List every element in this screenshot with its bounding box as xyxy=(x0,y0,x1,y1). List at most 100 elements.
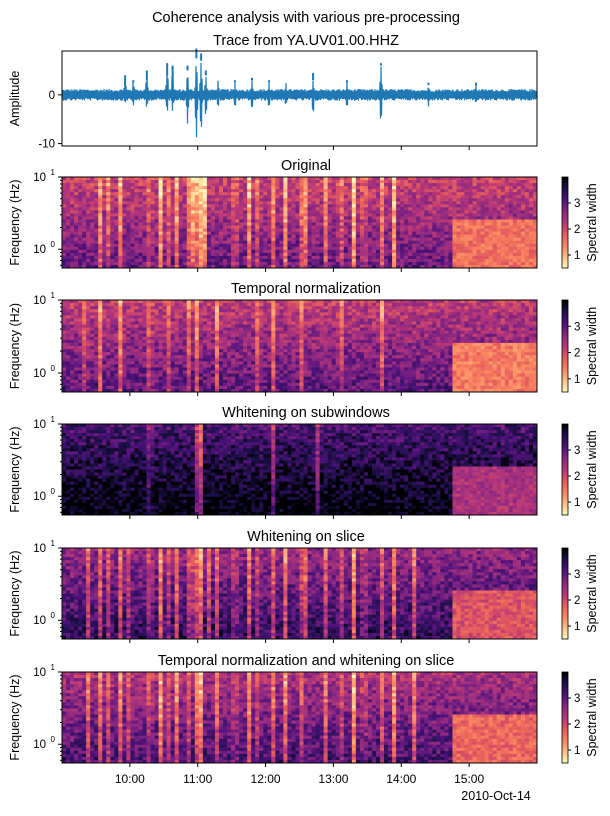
spectrogram-cell xyxy=(380,198,384,201)
spectrogram-cell xyxy=(372,210,376,213)
spectrogram-cell xyxy=(98,250,102,253)
spectrogram-cell xyxy=(211,328,215,331)
spectrogram-cell xyxy=(328,213,332,216)
spectrogram-cell xyxy=(66,355,70,358)
spectrogram-cell xyxy=(521,207,525,210)
spectrogram-cell xyxy=(215,367,219,370)
spectrogram-cell xyxy=(308,256,312,259)
spectrogram-cell xyxy=(191,383,195,386)
spectrogram-cell xyxy=(517,177,521,180)
spectrogram-cell xyxy=(308,250,312,253)
spectrogram-cell xyxy=(110,186,114,189)
spectrogram-cell xyxy=(138,312,142,315)
spectrogram-cell xyxy=(428,180,432,183)
spectrogram-cell xyxy=(134,183,138,186)
spectrogram-cell xyxy=(332,213,336,216)
spectrogram-cell xyxy=(521,253,525,256)
spectrogram-cell xyxy=(279,253,283,256)
spectrogram-cell xyxy=(308,195,312,198)
spectrogram-cell xyxy=(452,232,456,235)
spectrogram-cell xyxy=(175,207,179,210)
spectrogram-cell xyxy=(151,204,155,207)
spectrogram-cell xyxy=(134,250,138,253)
spectrogram-cell xyxy=(364,223,368,226)
spectrogram-cell xyxy=(408,198,412,201)
spectrogram-cell xyxy=(191,315,195,318)
spectrogram-cell xyxy=(183,315,187,318)
spectrogram-cell xyxy=(517,180,521,183)
spectrogram-cell xyxy=(215,229,219,232)
spectrogram-cell xyxy=(231,216,235,219)
spectrogram-cell xyxy=(364,180,368,183)
spectrogram-cell xyxy=(94,201,98,204)
spectrogram-cell xyxy=(118,312,122,315)
spectrogram-cell xyxy=(316,262,320,265)
spectrogram-cell xyxy=(416,201,420,204)
spectrogram-cell xyxy=(155,262,159,265)
spectrogram-cell xyxy=(384,192,388,195)
spectrogram-cell xyxy=(74,309,78,312)
spectrogram-cell xyxy=(440,256,444,259)
spectrogram-cell xyxy=(481,219,485,222)
spectrogram-cell xyxy=(304,262,308,265)
spectrogram-cell xyxy=(151,340,155,343)
spectrogram-cell xyxy=(199,201,203,204)
spectrogram-cell xyxy=(215,318,219,321)
spectrogram-cell xyxy=(300,186,304,189)
spectrogram-cell xyxy=(396,226,400,229)
spectrogram-cell xyxy=(195,331,199,334)
spectrogram-cell xyxy=(207,189,211,192)
spectrogram-cell xyxy=(98,189,102,192)
spectrogram-cell xyxy=(62,247,66,250)
spectrogram-cell xyxy=(287,241,291,244)
spectrogram-cell xyxy=(138,340,142,343)
spectrogram-cell xyxy=(114,386,118,389)
spectrogram-cell xyxy=(364,226,368,229)
spectrogram-cell xyxy=(163,195,167,198)
spectrogram-cell xyxy=(183,352,187,355)
spectrogram-cell xyxy=(223,309,227,312)
spectrogram-cell xyxy=(308,253,312,256)
spectrogram-cell xyxy=(380,223,384,226)
spectrogram-cell xyxy=(227,349,231,352)
spectrogram-cell xyxy=(529,189,533,192)
spectrogram-cell xyxy=(243,198,247,201)
spectrogram-cell xyxy=(155,303,159,306)
spectrogram-cell xyxy=(211,183,215,186)
spectrogram-cell xyxy=(525,177,529,180)
spectrogram-cell xyxy=(497,229,501,232)
spectrogram-cell xyxy=(344,226,348,229)
spectrogram-cell xyxy=(295,253,299,256)
spectrogram-cell xyxy=(114,229,118,232)
spectrogram-cell xyxy=(521,198,525,201)
spectrogram-cell xyxy=(344,247,348,250)
spectrogram-cell xyxy=(452,241,456,244)
spectrogram-cell xyxy=(143,238,147,241)
spectrogram-cell xyxy=(376,216,380,219)
spectrogram-cell xyxy=(98,232,102,235)
spectrogram-cell xyxy=(199,262,203,265)
spectrogram-cell xyxy=(247,198,251,201)
spectrogram-cell xyxy=(452,229,456,232)
spectrogram-cell xyxy=(404,235,408,238)
spectrogram-cell xyxy=(235,331,239,334)
spectrogram-cell xyxy=(102,331,106,334)
spectrogram-cell xyxy=(364,219,368,222)
spectrogram-cell xyxy=(440,229,444,232)
spectrogram-cell xyxy=(211,371,215,374)
spectrogram-cell xyxy=(151,361,155,364)
spectrogram-cell xyxy=(78,334,82,337)
spectrogram-cell xyxy=(199,232,203,235)
spectrogram-cell xyxy=(408,253,412,256)
spectrogram-cell xyxy=(155,377,159,380)
spectrogram-cell xyxy=(231,340,235,343)
spectrogram-cell xyxy=(223,177,227,180)
spectrogram-cell xyxy=(529,180,533,183)
spectrogram-cell xyxy=(239,177,243,180)
spectrogram-cell xyxy=(143,346,147,349)
spectrogram-cell xyxy=(207,232,211,235)
spectrogram-cell xyxy=(291,250,295,253)
spectrogram-cell xyxy=(74,204,78,207)
spectrogram-cell xyxy=(211,331,215,334)
spectrogram-cell xyxy=(473,183,477,186)
